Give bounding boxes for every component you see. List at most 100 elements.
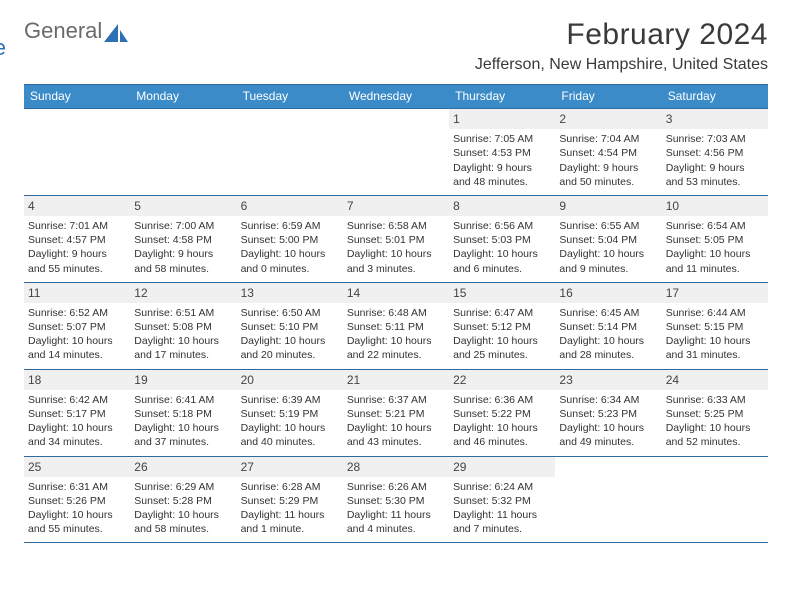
- sunrise-line: Sunrise: 6:52 AM: [28, 306, 126, 320]
- day-cell: 6 Sunrise: 6:59 AMSunset: 5:00 PMDaylight…: [237, 196, 343, 282]
- sunrise-line: Sunrise: 6:50 AM: [241, 306, 339, 320]
- day-cell: 28Sunrise: 6:26 AMSunset: 5:30 PMDayligh…: [343, 457, 449, 543]
- day-cell: 4Sunrise: 7:01 AMSunset: 4:57 PMDaylight…: [24, 196, 130, 282]
- day-cell: [662, 457, 768, 543]
- sunrise-line: Sunrise: 6:42 AM: [28, 393, 126, 407]
- day-cell: 29Sunrise: 6:24 AMSunset: 5:32 PMDayligh…: [449, 457, 555, 543]
- day-cell: 10Sunrise: 6:54 AMSunset: 5:05 PMDayligh…: [662, 196, 768, 282]
- day-cell: 25Sunrise: 6:31 AMSunset: 5:26 PMDayligh…: [24, 457, 130, 543]
- dow-friday: Friday: [555, 85, 661, 108]
- sunset-line: Sunset: 5:19 PM: [241, 407, 339, 421]
- day-number: 25: [24, 457, 130, 477]
- logo: General Blue: [24, 18, 134, 66]
- sunset-line: Sunset: 5:04 PM: [559, 233, 657, 247]
- daylight-line: Daylight: 10 hours and 46 minutes.: [453, 421, 551, 449]
- sunset-line: Sunset: 5:15 PM: [666, 320, 764, 334]
- sunrise-line: Sunrise: 6:47 AM: [453, 306, 551, 320]
- dow-wednesday: Wednesday: [343, 85, 449, 108]
- sunrise-line: Sunrise: 6:56 AM: [453, 219, 551, 233]
- day-number: 21: [343, 370, 449, 390]
- dow-thursday: Thursday: [449, 85, 555, 108]
- day-cell: 20Sunrise: 6:39 AMSunset: 5:19 PMDayligh…: [237, 370, 343, 456]
- day-cell: 12Sunrise: 6:51 AMSunset: 5:08 PMDayligh…: [130, 283, 236, 369]
- daylight-line: Daylight: 9 hours and 53 minutes.: [666, 161, 764, 189]
- sunset-line: Sunset: 5:08 PM: [134, 320, 232, 334]
- sunset-line: Sunset: 4:57 PM: [28, 233, 126, 247]
- day-cell: 24Sunrise: 6:33 AMSunset: 5:25 PMDayligh…: [662, 370, 768, 456]
- day-cell: 19Sunrise: 6:41 AMSunset: 5:18 PMDayligh…: [130, 370, 236, 456]
- day-number: 26: [130, 457, 236, 477]
- day-number: 15: [449, 283, 555, 303]
- day-cell: 1Sunrise: 7:05 AMSunset: 4:53 PMDaylight…: [449, 109, 555, 195]
- sunrise-line: Sunrise: 6:44 AM: [666, 306, 764, 320]
- sunrise-line: Sunrise: 6:31 AM: [28, 480, 126, 494]
- week-row: 25 Sunrise: 6:31 AMSunset: 5:26 PM Dayligh…: [24, 456, 768, 543]
- day-cell: 11Sunrise: 6:52 AMSunset: 5:07 PMDayligh…: [24, 283, 130, 369]
- day-number: 23: [555, 370, 661, 390]
- daylight-line: Daylight: 10 hours and 6 minutes.: [453, 247, 551, 275]
- week-row: 1Sunrise: 7:05 AMSunset: 4:53 PMDaylight…: [24, 108, 768, 195]
- day-number: 9: [555, 196, 661, 216]
- day-number: 24: [662, 370, 768, 390]
- daylight-line: Daylight: 10 hours and 40 minutes.: [241, 421, 339, 449]
- daylight-line: Daylight: 9 hours and 58 minutes.: [134, 247, 232, 275]
- sunrise-line: Sunrise: 6:37 AM: [347, 393, 445, 407]
- dow-header-row: SundayMondayTuesdayWednesdayThursdayFrid…: [24, 84, 768, 108]
- day-cell: 5 Sunrise: 7:00 AMSunset: 4:58 PMDaylight…: [130, 196, 236, 282]
- day-cell: 17Sunrise: 6:44 AMSunset: 5:15 PMDayligh…: [662, 283, 768, 369]
- logo-text-blue: Blue: [0, 35, 6, 60]
- sunset-line: Sunset: 5:00 PM: [241, 233, 339, 247]
- sunrise-line: Sunrise: 7:00 AM: [134, 219, 232, 233]
- logo-text-general: General: [24, 18, 102, 44]
- week-row: 11Sunrise: 6:52 AMSunset: 5:07 PMDayligh…: [24, 282, 768, 369]
- day-number: 16: [555, 283, 661, 303]
- sunrise-line: Sunrise: 6:33 AM: [666, 393, 764, 407]
- day-cell: 8Sunrise: 6:56 AMSunset: 5:03 PMDaylight…: [449, 196, 555, 282]
- sunset-line: Sunset: 5:26 PM: [28, 494, 126, 508]
- daylight-line: Daylight: 10 hours and 11 minutes.: [666, 247, 764, 275]
- day-cell: 15Sunrise: 6:47 AMSunset: 5:12 PMDayligh…: [449, 283, 555, 369]
- bottom-rule: [24, 542, 768, 543]
- sunset-line: Sunset: 5:22 PM: [453, 407, 551, 421]
- day-number: 8: [449, 196, 555, 216]
- sunrise-line: Sunrise: 6:29 AM: [134, 480, 232, 494]
- day-cell: [555, 457, 661, 543]
- sunset-line: Sunset: 5:30 PM: [347, 494, 445, 508]
- day-cell: 16Sunrise: 6:45 AMSunset: 5:14 PMDayligh…: [555, 283, 661, 369]
- daylight-line: Daylight: 10 hours and 31 minutes.: [666, 334, 764, 362]
- day-number: 14: [343, 283, 449, 303]
- sunset-line: Sunset: 5:11 PM: [347, 320, 445, 334]
- day-number: 27: [237, 457, 343, 477]
- sunset-line: Sunset: 4:56 PM: [666, 146, 764, 160]
- daylight-line: Daylight: 11 hours and 7 minutes.: [453, 508, 551, 536]
- week-row: 18Sunrise: 6:42 AMSunset: 5:17 PMDayligh…: [24, 369, 768, 456]
- day-number: 28: [343, 457, 449, 477]
- day-number: 5: [130, 196, 236, 216]
- sunrise-line: Sunrise: 6:36 AM: [453, 393, 551, 407]
- day-number: 1: [449, 109, 555, 129]
- logo-sail-icon: [104, 22, 128, 47]
- day-cell: [130, 109, 236, 195]
- day-cell: 7Sunrise: 6:58 AMSunset: 5:01 PMDaylight…: [343, 196, 449, 282]
- daylight-line: Daylight: 9 hours and 50 minutes.: [559, 161, 657, 189]
- sunset-line: Sunset: 5:18 PM: [134, 407, 232, 421]
- page-title: February 2024: [475, 18, 768, 52]
- daylight-line: Daylight: 10 hours and 9 minutes.: [559, 247, 657, 275]
- daylight-line: Daylight: 10 hours and 25 minutes.: [453, 334, 551, 362]
- day-cell: 13Sunrise: 6:50 AMSunset: 5:10 PMDayligh…: [237, 283, 343, 369]
- day-number: 6: [237, 196, 343, 216]
- day-number: 12: [130, 283, 236, 303]
- day-cell: 27Sunrise: 6:28 AMSunset: 5:29 PMDayligh…: [237, 457, 343, 543]
- sunset-line: Sunset: 4:54 PM: [559, 146, 657, 160]
- day-cell: 21Sunrise: 6:37 AMSunset: 5:21 PMDayligh…: [343, 370, 449, 456]
- day-cell: 3Sunrise: 7:03 AMSunset: 4:56 PMDaylight…: [662, 109, 768, 195]
- day-number: 19: [130, 370, 236, 390]
- daylight-line: Daylight: 10 hours and 49 minutes.: [559, 421, 657, 449]
- sunset-line: Sunset: 4:58 PM: [134, 233, 232, 247]
- sunrise-line: Sunrise: 6:59 AM: [241, 219, 339, 233]
- sunrise-line: Sunrise: 6:54 AM: [666, 219, 764, 233]
- daylight-line: Daylight: 10 hours and 0 minutes.: [241, 247, 339, 275]
- sunrise-line: Sunrise: 7:04 AM: [559, 132, 657, 146]
- sunrise-line: Sunrise: 7:01 AM: [28, 219, 126, 233]
- day-cell: [237, 109, 343, 195]
